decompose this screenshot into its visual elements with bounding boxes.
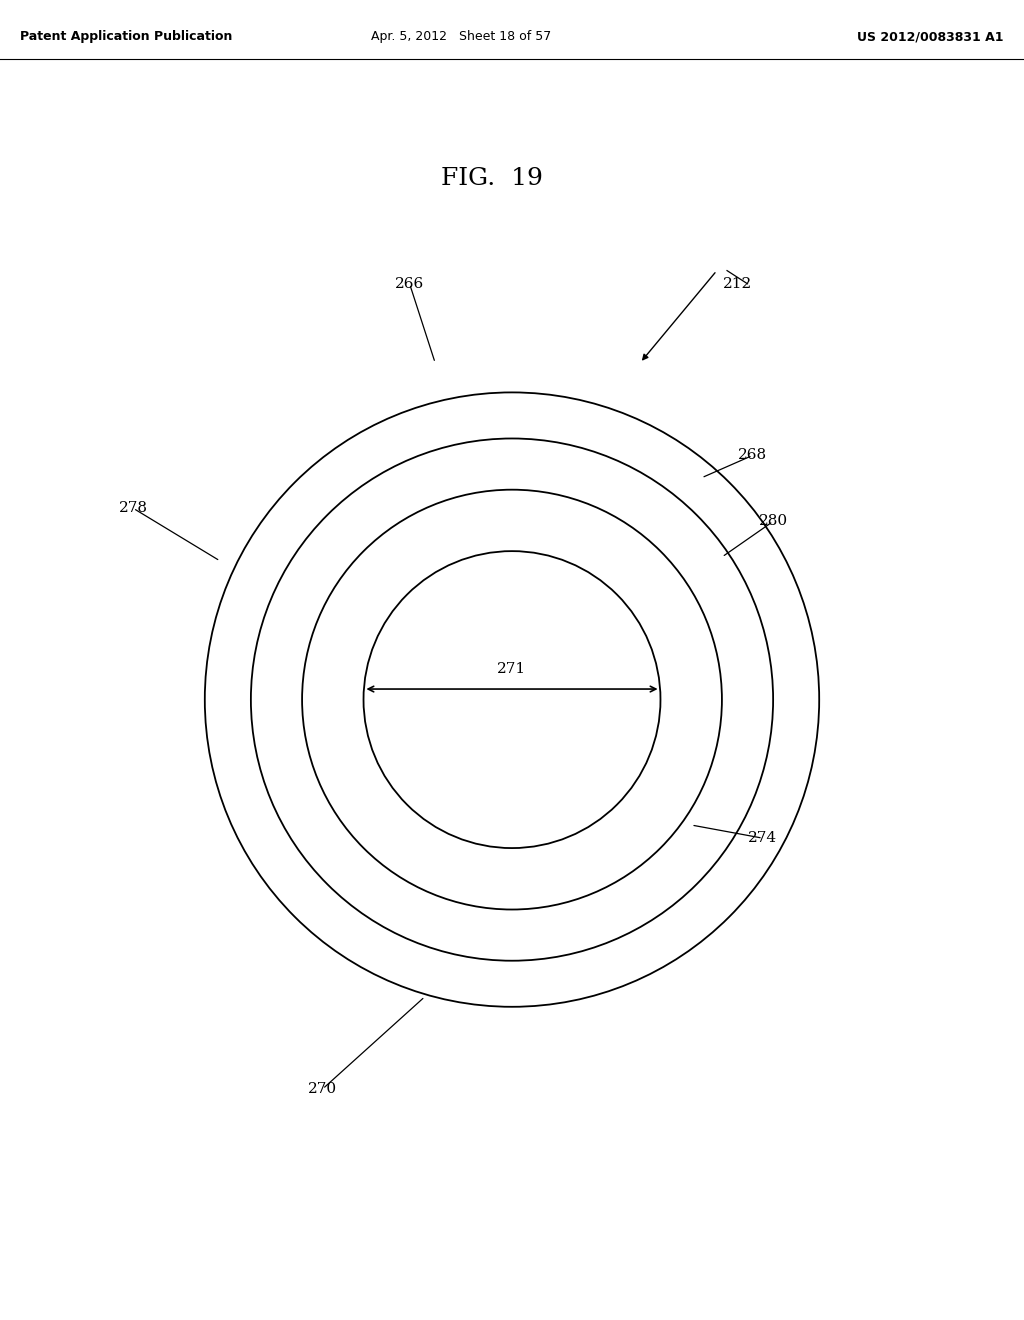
Text: FIG.  19: FIG. 19 [440, 166, 543, 190]
Text: 270: 270 [308, 1082, 337, 1096]
Text: 271: 271 [498, 661, 526, 676]
Text: 268: 268 [738, 449, 767, 462]
Text: US 2012/0083831 A1: US 2012/0083831 A1 [857, 30, 1004, 44]
Text: 280: 280 [759, 515, 787, 528]
Text: 274: 274 [749, 832, 777, 845]
Text: Apr. 5, 2012   Sheet 18 of 57: Apr. 5, 2012 Sheet 18 of 57 [371, 30, 551, 44]
Text: 212: 212 [723, 277, 752, 290]
Text: Patent Application Publication: Patent Application Publication [20, 30, 232, 44]
Text: 278: 278 [119, 502, 147, 515]
Text: 266: 266 [395, 277, 424, 290]
